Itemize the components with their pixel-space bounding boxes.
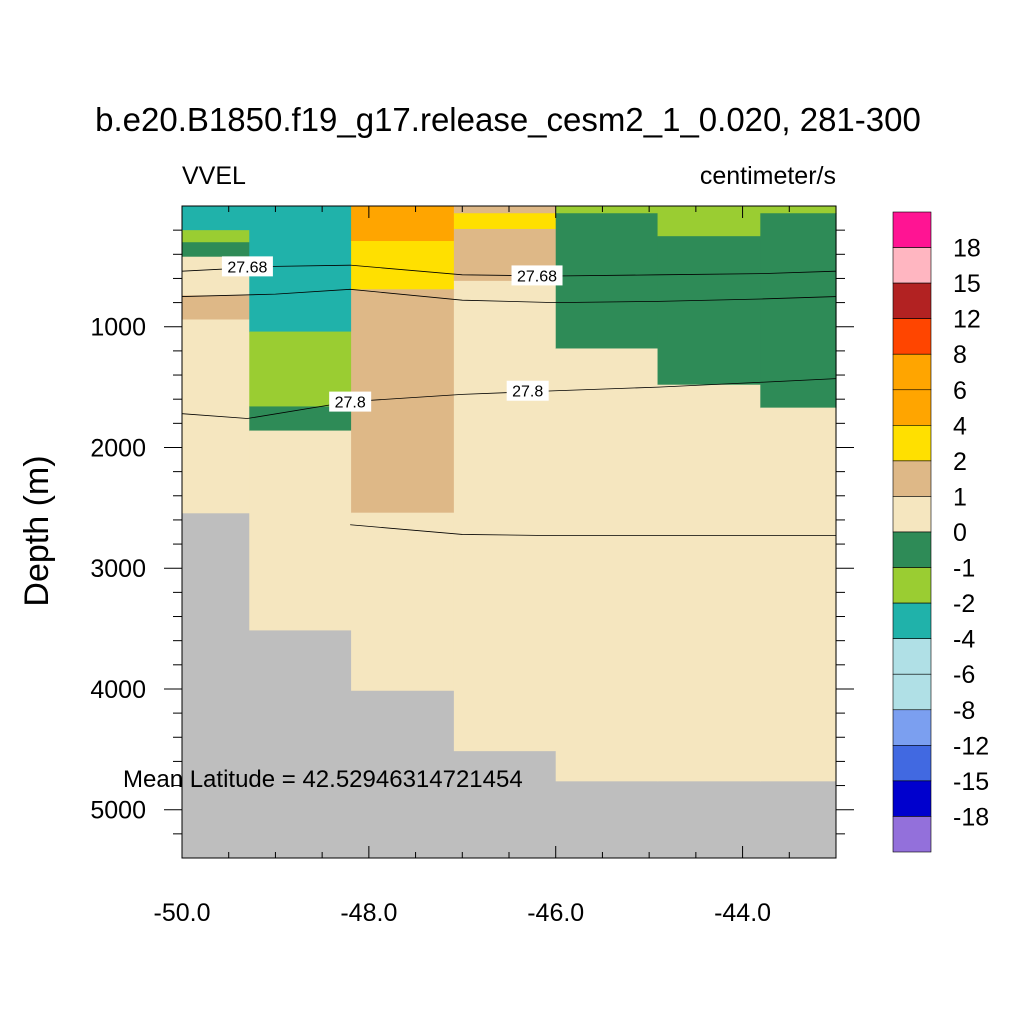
colorbar-box [892,353,932,391]
data-cell [555,213,659,350]
data-cell [657,384,761,782]
data-cell [760,206,837,214]
y-tick-label: 2000 [90,434,146,462]
contour-label-box [511,265,563,286]
colorbar-label: 8 [953,341,967,369]
data-cell [760,407,837,782]
colorbar-box [892,745,932,782]
colorbar-label: -18 [953,803,989,831]
colorbar-box [892,531,932,568]
colorbar-box [892,389,932,426]
units-label: centimeter/s [700,162,836,190]
data-cell [555,206,659,214]
chart-title: b.e20.B1850.f19_g17.release_cesm2_1_0.02… [95,101,921,138]
colorbar-label: 6 [953,377,967,405]
data-cell [453,280,557,752]
colorbar-box [892,247,932,284]
colorbar-box [892,673,932,711]
contour-label-text: 27.68 [517,268,557,285]
mean-latitude-annotation: Mean Latitude = 42.52946314721454 [123,766,523,793]
colorbar-label: -8 [953,697,975,725]
axis-ticks [164,206,854,858]
x-tick-label: -44.0 [714,899,771,927]
colorbar-box [892,780,932,817]
data-cell [760,213,837,409]
contour-label-box [221,256,273,277]
colorbar-label: 15 [953,270,981,298]
colorbar-boxes [892,211,932,853]
contour-label: 27.68 [221,256,273,277]
data-cell [351,206,455,242]
x-tick-label: -46.0 [527,899,584,927]
contour-label: 27.8 [329,391,372,412]
contour-labels: 27.68 27.68 27.8 27.8 [221,256,563,412]
colorbar-box [892,709,932,746]
colorbar-label: -2 [953,590,975,618]
data-cell [657,206,761,237]
y-axis-label: Depth (m) [18,455,56,606]
contour-label-text: 27.8 [335,395,366,412]
colorbar-box [892,602,932,639]
data-cell [657,236,761,386]
contour-line [181,288,837,303]
colorbar: 18 15 12 8 6 4 2 1 0 -1 -2 -4 -6 -8 -12 -15 -18 [892,211,989,853]
colorbar-box [892,425,932,462]
colorbar-label: -1 [953,555,975,583]
y-tick-label: 5000 [90,797,146,825]
data-cell [351,241,455,290]
colorbar-labels: 18 15 12 8 6 4 2 1 0 -1 -2 -4 -6 -8 -12 -15 -18 [953,235,989,832]
colorbar-label: 18 [953,235,981,263]
contour-label-box [506,380,549,401]
data-cell [182,295,250,321]
contour-line [350,524,836,537]
colorbar-box [892,638,932,675]
colorbar-box [892,282,932,319]
colorbar-label: 4 [953,412,967,440]
data-cell [182,206,250,231]
colorbar-label: 12 [953,306,981,334]
data-cell [555,348,659,782]
colorbar-box [892,211,932,248]
colorbar-label: 2 [953,448,967,476]
colorbar-label: -4 [953,626,975,654]
colorbar-label: 1 [953,483,967,511]
data-cell [453,213,557,230]
y-tick-label: 3000 [90,555,146,583]
contour-label-text: 27.8 [512,384,543,401]
x-axis-tick-labels: -50.0 -48.0 -46.0 -44.0 [154,899,772,927]
x-tick-label: -50.0 [154,899,211,927]
variable-label: VVEL [182,162,246,190]
y-axis-tick-labels: 1000 2000 3000 4000 5000 [90,314,146,825]
colorbar-box [892,816,932,853]
data-cells [182,206,837,782]
data-cell [249,430,352,631]
plot-area: 27.68 27.68 27.8 27.8 [164,205,854,859]
contour-label: 27.68 [511,265,563,286]
contour-label-box [329,391,372,412]
colorbar-box [892,460,932,497]
colorbar-label: 0 [953,519,967,547]
contour-label-text: 27.68 [227,259,267,276]
colorbar-box [892,318,932,355]
colorbar-label: -12 [953,732,989,760]
data-cell [453,206,557,214]
x-tick-label: -48.0 [340,899,397,927]
colorbar-box [892,567,932,604]
data-cell [182,242,250,258]
colorbar-label: -15 [953,768,989,796]
data-cell [182,230,250,243]
colorbar-label: -6 [953,661,975,689]
y-tick-label: 1000 [90,314,146,342]
contour-line [181,264,837,277]
y-tick-label: 4000 [90,676,146,704]
data-cell [351,512,455,691]
contour-label: 27.8 [506,380,549,401]
colorbar-box [892,496,932,533]
